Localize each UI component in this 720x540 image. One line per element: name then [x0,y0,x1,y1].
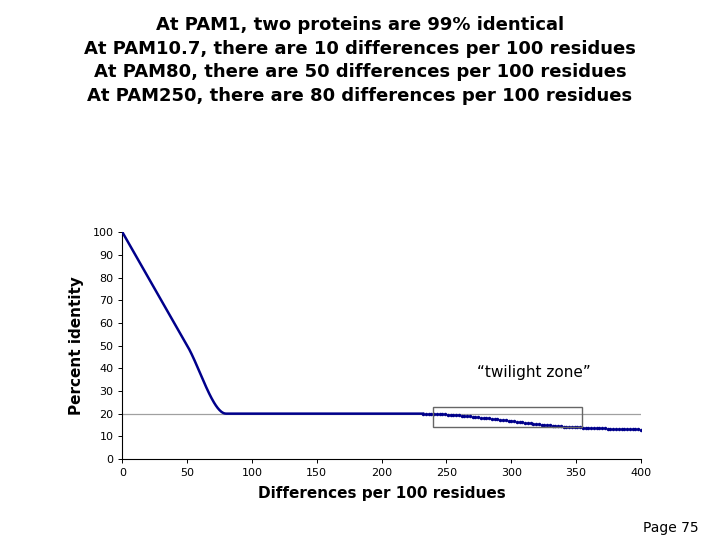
X-axis label: Differences per 100 residues: Differences per 100 residues [258,487,505,501]
Text: Page 75: Page 75 [643,521,698,535]
Text: At PAM1, two proteins are 99% identical
At PAM10.7, there are 10 differences per: At PAM1, two proteins are 99% identical … [84,16,636,105]
Y-axis label: Percent identity: Percent identity [69,276,84,415]
Text: “twilight zone”: “twilight zone” [477,364,590,380]
Bar [433,407,582,427]
